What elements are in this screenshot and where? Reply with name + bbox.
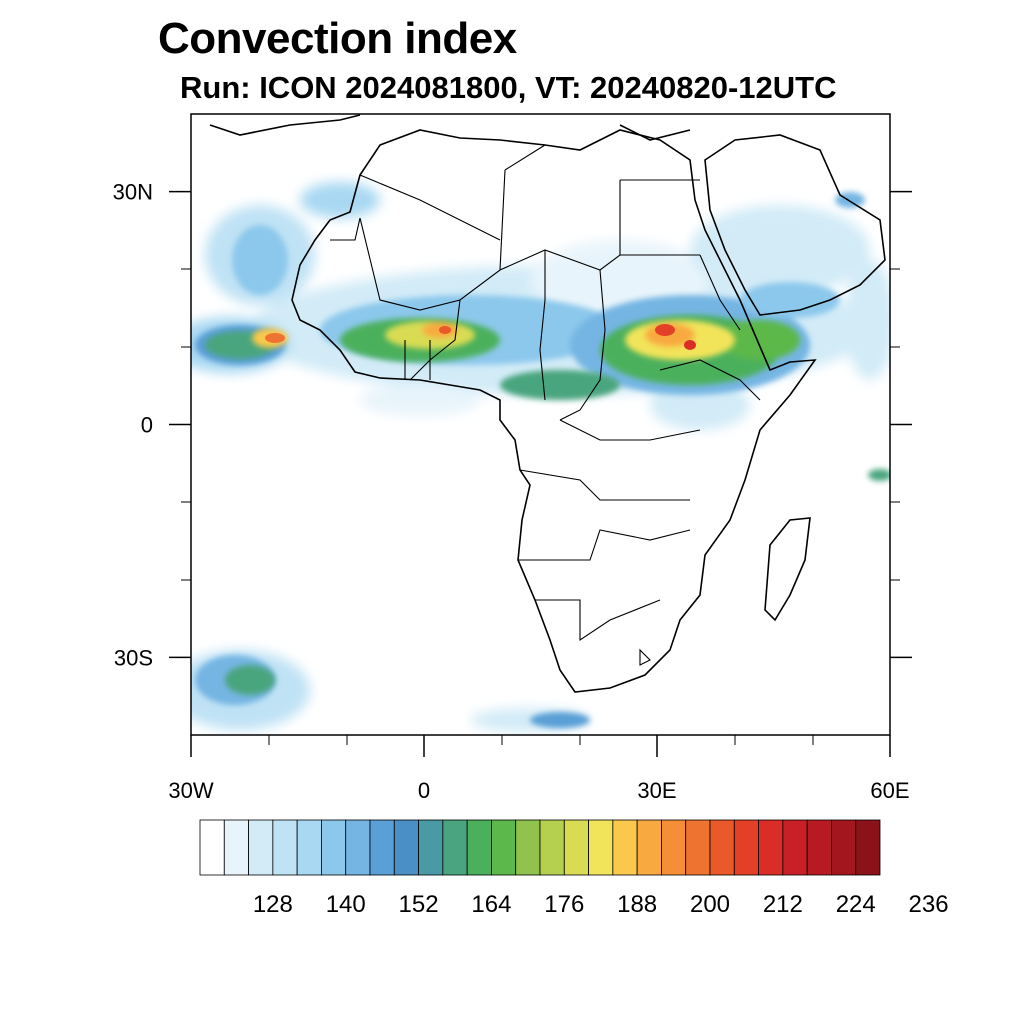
colorbar-swatch <box>563 819 589 876</box>
colorbar-swatch <box>248 819 274 876</box>
axis-ticks: 30W 0 30E 60E 30N 0 30S <box>113 180 912 803</box>
colorbar-swatch <box>272 819 298 876</box>
colorbar-label: 236 <box>909 891 949 918</box>
convection-field <box>191 182 890 732</box>
lon-tick-label: 30W <box>168 778 213 803</box>
lon-tick-label: 60E <box>870 778 909 803</box>
map-subtitle: Run: ICON 2024081800, VT: 20240820-12UTC <box>180 70 837 105</box>
colorbar-label: 152 <box>399 891 439 918</box>
colorbar-label: 140 <box>326 891 366 918</box>
colorbar-label: 200 <box>690 891 730 918</box>
colorbar: 128 140 152 164 176 188 200 212 224 236 <box>199 819 949 918</box>
lat-tick-label: 0 <box>141 413 153 438</box>
colorbar-swatch <box>491 819 517 876</box>
lat-tick-label: 30N <box>113 180 153 205</box>
colorbar-swatch <box>733 819 759 876</box>
colorbar-label: 212 <box>763 891 803 918</box>
colorbar-swatch <box>393 819 419 876</box>
colorbar-label: 176 <box>544 891 584 918</box>
colorbar-swatch <box>369 819 395 876</box>
colorbar-swatch <box>296 819 322 876</box>
colorbar-label: 164 <box>471 891 511 918</box>
colorbar-label: 224 <box>836 891 876 918</box>
colorbar-swatch <box>466 819 492 876</box>
colorbar-swatch <box>636 819 662 876</box>
colorbar-swatch <box>418 819 444 876</box>
colorbar-swatch <box>321 819 347 876</box>
colorbar-label: 128 <box>253 891 293 918</box>
borders <box>330 144 761 666</box>
coastlines <box>209 114 886 693</box>
colorbar-swatch <box>588 819 614 876</box>
colorbar-swatch <box>806 819 832 876</box>
lon-tick-label: 30E <box>637 778 676 803</box>
colorbar-swatch <box>661 819 687 876</box>
map-title: Convection index <box>158 14 517 63</box>
colorbar-swatch <box>758 819 784 876</box>
colorbar-swatch <box>442 819 468 876</box>
colorbar-swatch <box>223 819 249 876</box>
colorbar-swatch <box>612 819 638 876</box>
minor-ticks <box>181 268 900 745</box>
colorbar-swatch <box>855 819 881 876</box>
colorbar-swatch <box>199 819 225 876</box>
colorbar-swatch <box>709 819 735 876</box>
colorbar-swatch <box>539 819 565 876</box>
colorbar-swatch <box>515 819 541 876</box>
colorbar-swatch <box>685 819 711 876</box>
colorbar-label: 188 <box>617 891 657 918</box>
colorbar-swatch <box>345 819 371 876</box>
lat-tick-label: 30S <box>114 645 153 670</box>
colorbar-swatch <box>782 819 808 876</box>
lon-tick-label: 0 <box>418 778 430 803</box>
colorbar-swatch <box>831 819 857 876</box>
